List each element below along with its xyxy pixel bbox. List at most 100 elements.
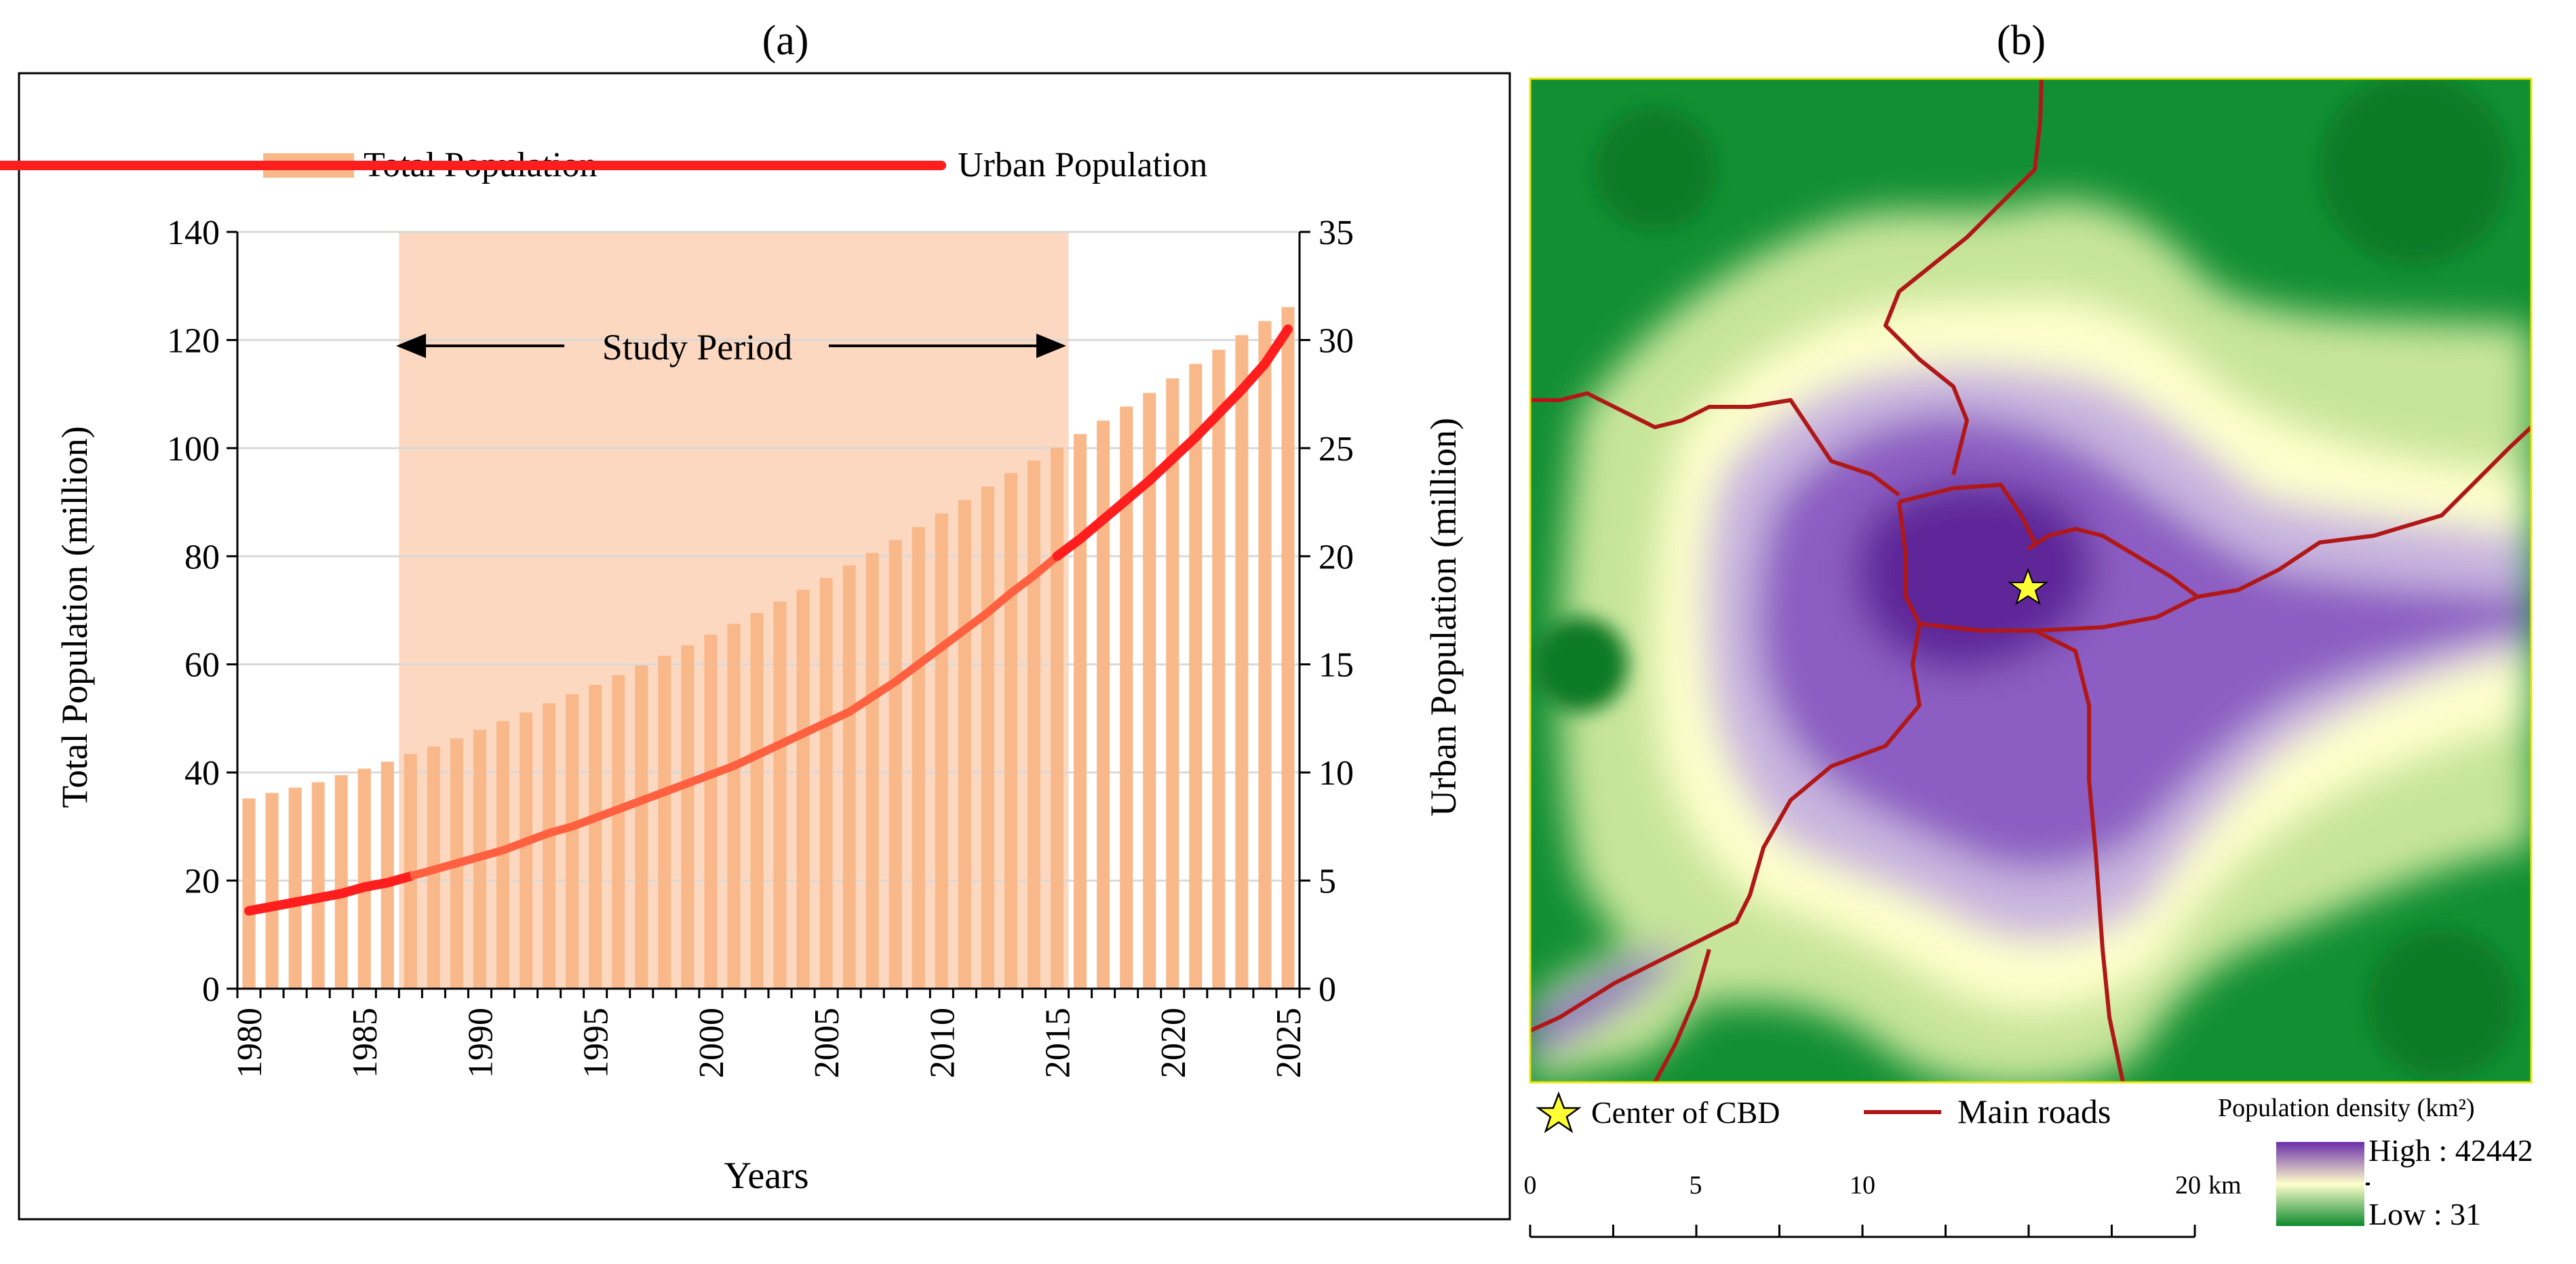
y-right-tick-label: 10 (1319, 754, 1354, 793)
panel-a-frame (18, 72, 1511, 1221)
scale-unit: km (2208, 1171, 2242, 1200)
road-southwest (1530, 623, 1921, 1033)
density-map (1530, 79, 2531, 1082)
bar-total-population (543, 703, 556, 989)
study-period-arrowhead-right (1036, 334, 1066, 358)
scale-bar: 0 5 10 20 km (1524, 1171, 2242, 1238)
bar-total-population (1258, 321, 1272, 989)
y-left-tick-label: 80 (184, 538, 220, 576)
road-south (2033, 629, 2125, 1082)
x-axis-title: Years (724, 1155, 809, 1197)
road-north (1884, 79, 2044, 475)
y-right-tick-label: 5 (1319, 863, 1336, 901)
bar-total-population (796, 589, 810, 989)
road-ring-east (2027, 527, 2199, 599)
y-left-tick-label: 120 (167, 321, 220, 360)
bar-total-population (1051, 448, 1064, 989)
bar-total-population (265, 793, 279, 989)
bar-total-population (589, 685, 602, 989)
scale-tick-10: 10 (1850, 1171, 1875, 1200)
bar-total-population (1097, 420, 1110, 989)
road-west (1530, 391, 1900, 497)
y-right-tick-label: 20 (1319, 538, 1354, 576)
bar-total-population (704, 634, 718, 989)
bar-total-population (681, 645, 695, 989)
bar-total-population (566, 694, 579, 989)
bar-total-population (288, 787, 302, 989)
road-south-branch (1653, 949, 1711, 1082)
y-right-tick-label: 15 (1319, 646, 1354, 685)
map-legend: Center of CBD Main roads Population dens… (1536, 1091, 2533, 1231)
y-right-tick-label: 30 (1319, 321, 1354, 360)
line-urban-population-post (1052, 324, 1293, 561)
bar-total-population (981, 486, 994, 989)
y-left-tick-label: 0 (202, 970, 220, 1009)
study-period-annotation: Study Period (396, 327, 1066, 368)
legend-roads-label: Main roads (1957, 1092, 2111, 1130)
bar-total-population (1212, 349, 1226, 989)
legend-cbd-star-icon (1536, 1091, 1582, 1134)
bar-total-population (658, 655, 671, 989)
x-tick-label: 2020 (1154, 1008, 1193, 1078)
road-ring-west (1897, 501, 1921, 625)
y-axis-left-title: Total Population (million) (54, 426, 95, 808)
map-frame (1529, 77, 2533, 1084)
y-left-tick-label: 40 (184, 754, 220, 793)
bar-total-population (496, 721, 510, 989)
bar-total-population (1120, 406, 1133, 989)
line-urban-population-study (409, 553, 1060, 880)
road-ring-south (1919, 595, 2199, 633)
bar-total-population (635, 665, 648, 989)
bar-total-population (727, 623, 741, 989)
x-tick-label: 2015 (1039, 1008, 1078, 1078)
legend-density-mid-tick (2366, 1183, 2370, 1185)
bar-total-population (819, 578, 833, 989)
map-density-surface (1530, 200, 2531, 1082)
cbd-center-star (2008, 568, 2048, 606)
x-tick-label: 2025 (1270, 1008, 1308, 1078)
bar-total-population (380, 762, 394, 989)
bar-total-population (242, 798, 256, 989)
x-tick-label: 1980 (231, 1008, 269, 1078)
map-greenery-patches (1533, 79, 2516, 1078)
study-period-label: Study Period (602, 327, 793, 368)
y-axis-right-title: Urban Population (million) (1423, 418, 1464, 816)
bar-total-population (357, 768, 371, 989)
y-left-tick-label: 100 (167, 430, 220, 469)
x-tick-label: 1995 (577, 1008, 616, 1078)
bar-total-population (958, 500, 971, 989)
scale-tick-20: 20 (2175, 1171, 2201, 1200)
bar-total-population (1281, 307, 1295, 989)
study-period-arrowhead-left (396, 334, 426, 358)
bar-total-population (334, 775, 348, 989)
y-left-tick-label: 60 (184, 646, 220, 685)
scale-tick-marks (1529, 1225, 2196, 1237)
bar-total-population (520, 712, 533, 989)
x-tick-label: 2000 (692, 1008, 731, 1078)
chart-legend: Total Population Urban Population (0, 146, 1207, 184)
legend-high-label: High : 42442 (2368, 1133, 2533, 1168)
bar-total-population (1027, 460, 1041, 989)
bar-total-population (612, 675, 625, 989)
y-right-tick-label: 25 (1319, 430, 1354, 469)
scale-tick-5: 5 (1690, 1171, 1702, 1200)
bar-total-population (1004, 473, 1017, 989)
bar-total-population (311, 782, 325, 989)
legend-density-gradient (2276, 1142, 2364, 1226)
scale-tick-0: 0 (1524, 1171, 1537, 1200)
bar-total-population (912, 527, 925, 989)
legend-density-title: Population density (km²) (2218, 1094, 2475, 1122)
bar-total-population (1166, 378, 1179, 989)
legend-low-label: Low : 31 (2368, 1197, 2481, 1231)
bar-total-population (1074, 434, 1087, 989)
bar-total-population (865, 553, 879, 989)
legend-cbd-label: Center of CBD (1591, 1095, 1780, 1130)
y-right-tick-label: 0 (1319, 970, 1336, 1009)
y-left-tick-label: 140 (167, 214, 220, 252)
bar-total-population (750, 612, 764, 989)
y-right-tick-label: 35 (1319, 214, 1354, 252)
x-tick-label: 2010 (923, 1008, 962, 1078)
bar-total-population (1235, 335, 1249, 989)
bar-total-population (773, 601, 787, 989)
